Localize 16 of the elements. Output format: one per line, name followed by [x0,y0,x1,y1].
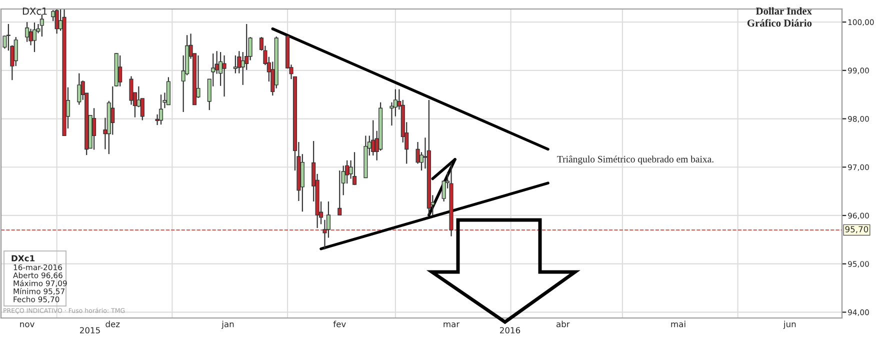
x-tick-label: jan [221,320,234,329]
x-tick-label: jun [783,320,796,329]
text: Gráfico Diário [747,19,812,27]
chart-title: Dollar Index [756,7,812,15]
x-tick-label: fev [333,320,346,328]
x-tick-label: abr [556,320,570,328]
annotation: DXc1 [22,8,47,15]
text: 2015 [80,327,100,334]
text: 2016 [500,327,520,334]
x-tick-label: mar [444,322,460,328]
annotation: DXc1 [12,255,35,262]
x-tick-label: nov [20,322,34,328]
x-tick-label: mai [671,320,686,328]
annotation: Triângulo Simétrico quebrado em baixa. [557,156,714,164]
ref-line-label: 95,70 [845,226,868,234]
x-tick-label: dez [106,320,120,328]
